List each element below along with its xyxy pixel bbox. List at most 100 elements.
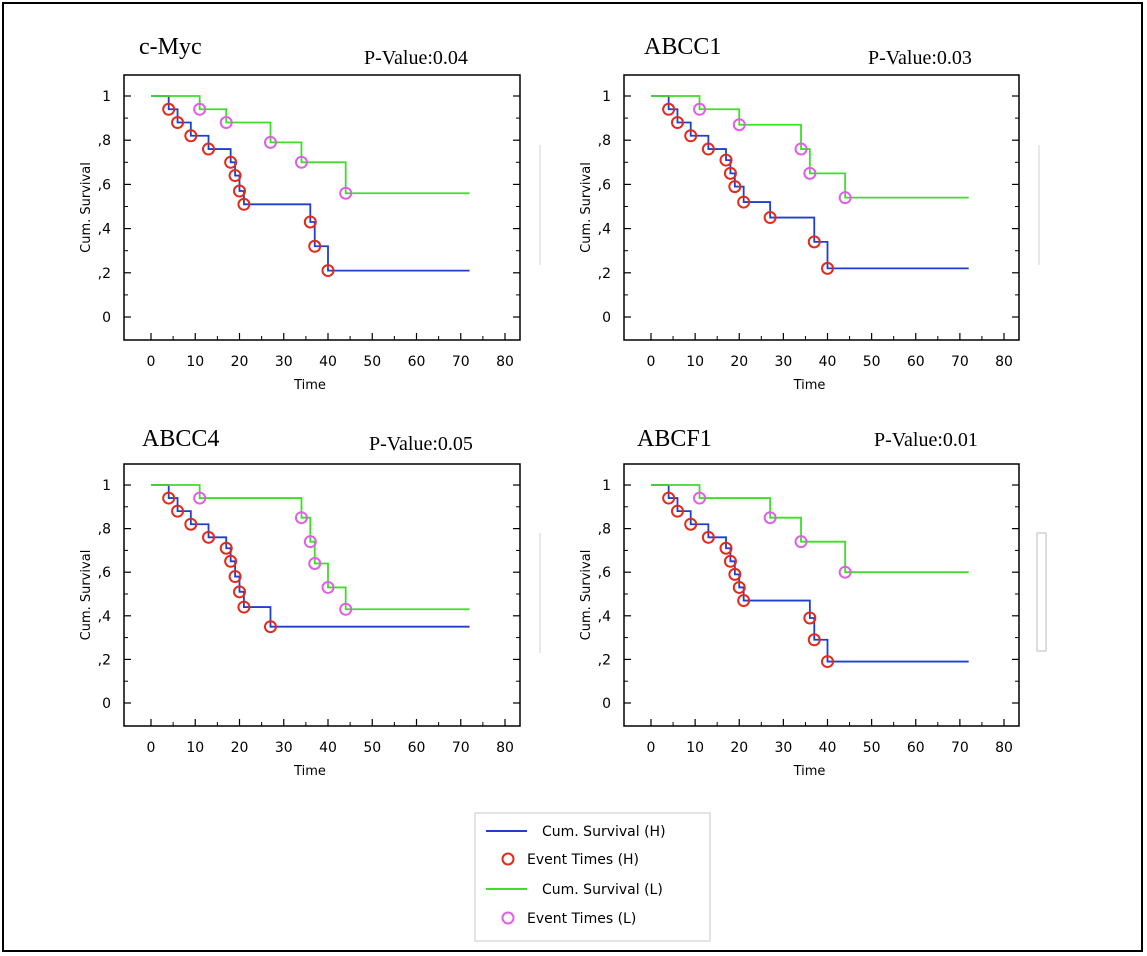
event-marker-l xyxy=(732,118,746,132)
event-marker-h xyxy=(202,530,216,544)
x-tick-label: 50 xyxy=(363,740,381,756)
event-marker-h xyxy=(171,116,185,130)
plot-frame xyxy=(123,74,521,341)
plot-frame xyxy=(123,463,521,727)
panel-title: ABCF1 xyxy=(637,426,712,452)
survival-curve-h xyxy=(151,484,470,628)
event-marker-h xyxy=(684,129,698,143)
y-tick-label: ,2 xyxy=(598,652,611,668)
y-tick-label: 0 xyxy=(102,696,111,712)
x-tick-label: 70 xyxy=(452,740,470,756)
x-tick-label: 60 xyxy=(408,740,426,756)
event-marker-h xyxy=(821,261,834,275)
x-tick-label: 0 xyxy=(147,740,156,756)
event-marker-h xyxy=(303,215,317,229)
x-tick-label: 0 xyxy=(147,354,156,370)
panel-title: c-Myc xyxy=(139,34,202,60)
y-tick-label: 1 xyxy=(602,478,611,494)
event-marker-l xyxy=(294,511,308,525)
y-tick-label: ,4 xyxy=(598,222,611,238)
y-axis-label: Cum. Survival xyxy=(79,550,94,641)
event-marker-l xyxy=(193,102,207,116)
x-tick-label: 20 xyxy=(730,354,748,370)
event-marker-h xyxy=(237,197,251,211)
y-tick-label: ,4 xyxy=(98,222,111,238)
event-marker-h xyxy=(728,180,742,194)
x-tick-label: 50 xyxy=(363,354,381,370)
y-tick-label: 1 xyxy=(102,89,111,105)
event-marker-h xyxy=(162,102,176,116)
event-marker-h xyxy=(723,554,737,568)
p-value-label: P-Value:0.04 xyxy=(364,47,468,69)
x-tick-label: 10 xyxy=(186,740,204,756)
event-marker-h xyxy=(237,600,251,614)
event-marker-h xyxy=(803,611,817,625)
x-tick-label: 0 xyxy=(647,354,656,370)
y-tick-label: ,8 xyxy=(98,133,111,149)
event-marker-h xyxy=(737,195,751,209)
event-marker-h xyxy=(263,620,277,634)
x-tick-label: 70 xyxy=(452,354,470,370)
y-tick-label: ,6 xyxy=(98,177,111,193)
p-value-label: P-Value:0.05 xyxy=(369,433,473,455)
y-tick-label: ,8 xyxy=(98,522,111,538)
x-tick-label: 50 xyxy=(863,740,881,756)
y-axis-label: Cum. Survival xyxy=(579,162,594,253)
event-marker-h xyxy=(162,491,176,505)
event-marker-h xyxy=(184,517,198,531)
y-tick-label: 0 xyxy=(102,310,111,326)
x-tick-label: 40 xyxy=(319,740,337,756)
survival-curve-l xyxy=(151,484,470,611)
y-tick-label: 0 xyxy=(602,310,611,326)
panel-title: ABCC1 xyxy=(644,34,721,60)
x-tick-label: 80 xyxy=(496,354,514,370)
event-marker-l xyxy=(219,116,233,130)
panel-title: ABCC4 xyxy=(142,426,219,452)
x-tick-label: 80 xyxy=(995,740,1013,756)
event-marker-h xyxy=(233,585,246,599)
x-axis-label: Time xyxy=(293,378,326,393)
km-panel-abcf1: ABCF1 P-Value:0.01 0,2,4,6,810 10 20 30 40 50… xyxy=(579,426,1047,779)
legend-swatch-l-event xyxy=(501,911,515,925)
survival-curve-l xyxy=(651,95,969,199)
x-tick-label: 40 xyxy=(819,354,837,370)
event-marker-l xyxy=(838,565,852,579)
x-tick-label: 30 xyxy=(275,354,293,370)
km-panel-c-myc: c-Myc P-Value:0.04 0,2,4,6,810 10 20 30 40 50… xyxy=(79,34,541,393)
x-tick-label: 30 xyxy=(774,354,792,370)
y-tick-label: ,8 xyxy=(598,522,611,538)
x-tick-label: 60 xyxy=(907,740,925,756)
y-tick-label: ,6 xyxy=(98,565,111,581)
event-marker-h xyxy=(723,166,737,180)
x-tick-label: 40 xyxy=(319,354,337,370)
x-tick-label: 10 xyxy=(186,354,204,370)
event-marker-l xyxy=(308,556,322,570)
event-marker-l xyxy=(339,602,353,616)
event-marker-h xyxy=(219,541,233,555)
y-tick-label: ,4 xyxy=(98,609,111,625)
event-marker-h xyxy=(719,153,733,167)
legend-swatch-h-event xyxy=(501,852,515,866)
event-marker-h xyxy=(662,491,676,505)
y-tick-label: ,6 xyxy=(598,565,611,581)
y-tick-label: ,2 xyxy=(598,266,611,282)
event-marker-l xyxy=(193,491,207,505)
x-tick-label: 80 xyxy=(496,740,514,756)
event-marker-h xyxy=(670,504,684,518)
event-marker-l xyxy=(838,191,852,205)
x-tick-label: 60 xyxy=(907,354,925,370)
x-axis-label: Time xyxy=(293,764,326,779)
x-tick-label: 20 xyxy=(231,354,249,370)
event-marker-h xyxy=(184,129,198,143)
x-tick-label: 70 xyxy=(951,740,969,756)
event-marker-h xyxy=(321,264,335,278)
legend-label: Event Times (H) xyxy=(527,852,639,868)
y-tick-label: ,8 xyxy=(598,133,611,149)
event-marker-l xyxy=(693,102,707,116)
event-marker-h xyxy=(701,530,715,544)
plot-frame xyxy=(623,74,1020,341)
event-marker-h xyxy=(684,517,698,531)
y-tick-label: 1 xyxy=(102,478,111,494)
